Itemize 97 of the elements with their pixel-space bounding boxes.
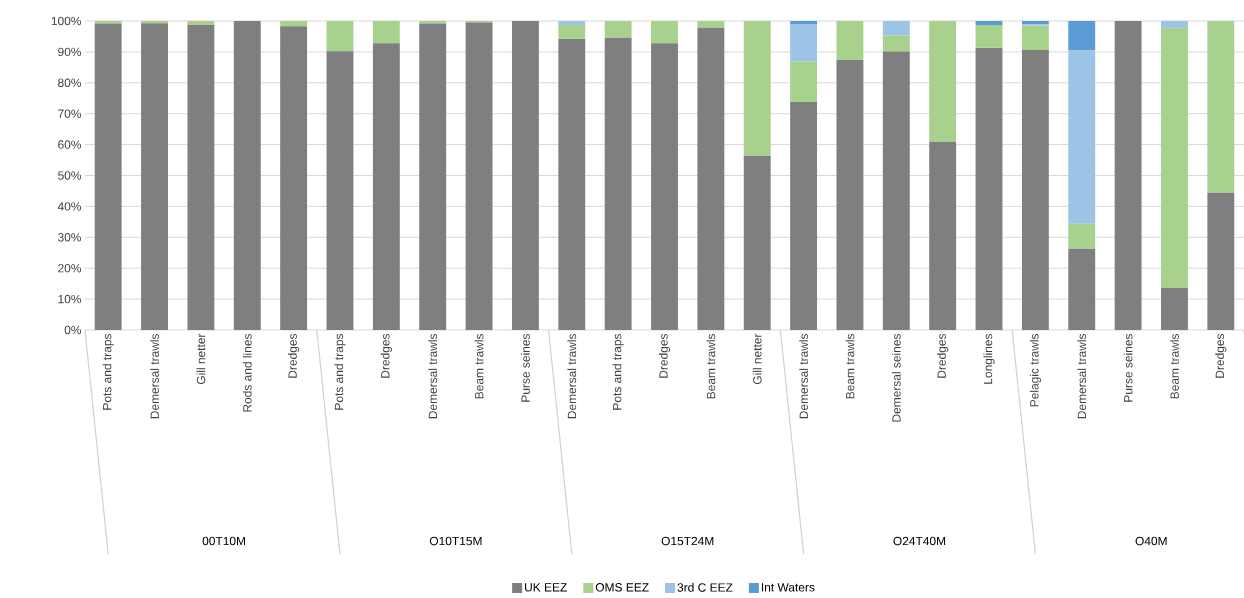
bar — [372, 43, 400, 330]
bar — [790, 61, 818, 102]
bar — [743, 155, 771, 330]
x-tick-label: Beam trawls — [474, 333, 484, 399]
x-tick-label: Rods and lines — [242, 333, 252, 412]
bar — [187, 21, 215, 25]
legend-label: 3rd C EEZ — [677, 582, 733, 592]
bar — [1207, 21, 1235, 193]
x-tick-label: Pelagic trawls — [1029, 333, 1041, 407]
bar — [326, 51, 354, 330]
bar — [419, 23, 447, 330]
bar — [836, 59, 864, 330]
y-tick-label: 100% — [51, 16, 82, 26]
x-tick-label: Pots and traps — [334, 333, 346, 410]
text: O10T15M — [429, 536, 482, 546]
bar — [975, 47, 1003, 330]
y-tick-label: 50% — [58, 171, 82, 180]
x-tick-label: Gill netter — [196, 333, 206, 385]
x-tick-label: Pots and traps — [102, 333, 114, 410]
x-tick-label: Demersal trawls — [799, 333, 808, 419]
bar — [280, 26, 308, 330]
bar — [1068, 248, 1096, 330]
bar — [141, 23, 168, 330]
bar — [1114, 21, 1142, 330]
legend-label: UK EEZ — [525, 583, 567, 592]
bar — [372, 21, 400, 44]
bar — [187, 24, 215, 330]
bar — [1207, 192, 1235, 330]
x-tick-label: Longlines — [983, 333, 995, 384]
y-tick-label: 90% — [58, 47, 82, 57]
x-tick-label: Beam trawls — [845, 333, 855, 399]
bar — [1068, 223, 1096, 249]
x-tick-label: Dredges — [1215, 333, 1227, 378]
legend-label: OMS EEZ — [595, 583, 649, 592]
text: O40M — [1135, 536, 1167, 546]
x-tick-label: Demersal trawls — [567, 333, 577, 419]
bar — [929, 141, 957, 330]
bar — [558, 38, 586, 330]
bar — [790, 101, 818, 330]
y-tick-label: 20% — [58, 263, 82, 273]
bar — [1161, 21, 1188, 28]
bar — [465, 22, 493, 330]
x-tick-label: Demersal trawls — [1077, 333, 1087, 419]
x-tick-label: Dredges — [937, 333, 949, 378]
x-tick-label: Purse seines — [1123, 333, 1133, 402]
x-tick-label: Gill netter — [752, 333, 762, 385]
x-tick-label: Demersal trawls — [150, 333, 159, 419]
y-tick-label: 0% — [64, 325, 82, 335]
bar — [280, 21, 308, 27]
bar — [94, 23, 122, 330]
text: O15T24M — [661, 536, 714, 546]
bar — [975, 25, 1003, 48]
bar — [743, 21, 771, 156]
bar — [882, 35, 910, 52]
bar — [975, 21, 1003, 26]
bar — [836, 21, 864, 60]
bar — [790, 24, 818, 62]
bar — [651, 21, 678, 44]
x-tick-label: Dredges — [380, 333, 392, 378]
bar — [1021, 25, 1049, 51]
bar — [697, 27, 725, 330]
bar — [1068, 21, 1096, 51]
x-tick-label: Demersal trawls — [428, 333, 438, 419]
bar — [1161, 27, 1188, 288]
y-tick-label: 40% — [57, 202, 82, 211]
bar — [1021, 50, 1049, 330]
bar — [790, 21, 818, 25]
bar — [233, 21, 261, 330]
x-tick-label: Dredges — [288, 333, 300, 378]
bar — [141, 21, 168, 24]
x-tick-label: Beam trawls — [1170, 333, 1179, 399]
bar — [882, 51, 910, 330]
bar — [651, 43, 678, 330]
bar — [558, 21, 586, 26]
bar — [326, 21, 354, 52]
x-tick-label: Beam trawls — [706, 333, 716, 399]
y-tick-label: 80% — [58, 78, 82, 88]
x-tick-label: Demersal seines — [891, 333, 901, 422]
text: O24T40M — [893, 536, 946, 546]
bar — [697, 21, 725, 28]
legend-label: Int Waters — [761, 583, 815, 592]
x-tick-label: Dredges — [658, 333, 671, 378]
y-tick-label: 30% — [58, 233, 82, 242]
bar — [558, 25, 586, 39]
bar — [882, 21, 910, 36]
bar — [1161, 287, 1188, 330]
bar — [1068, 50, 1096, 224]
bar — [604, 21, 632, 38]
text: 00T10M — [202, 536, 246, 546]
bar — [604, 37, 632, 330]
y-tick-label: 60% — [58, 140, 82, 149]
y-tick-label: 10% — [58, 294, 82, 304]
bar — [511, 21, 539, 330]
x-tick-label: Purse seines — [521, 333, 530, 402]
bar — [929, 21, 957, 142]
x-tick-label: Pots and traps — [612, 333, 624, 410]
y-tick-label: 70% — [58, 109, 82, 118]
